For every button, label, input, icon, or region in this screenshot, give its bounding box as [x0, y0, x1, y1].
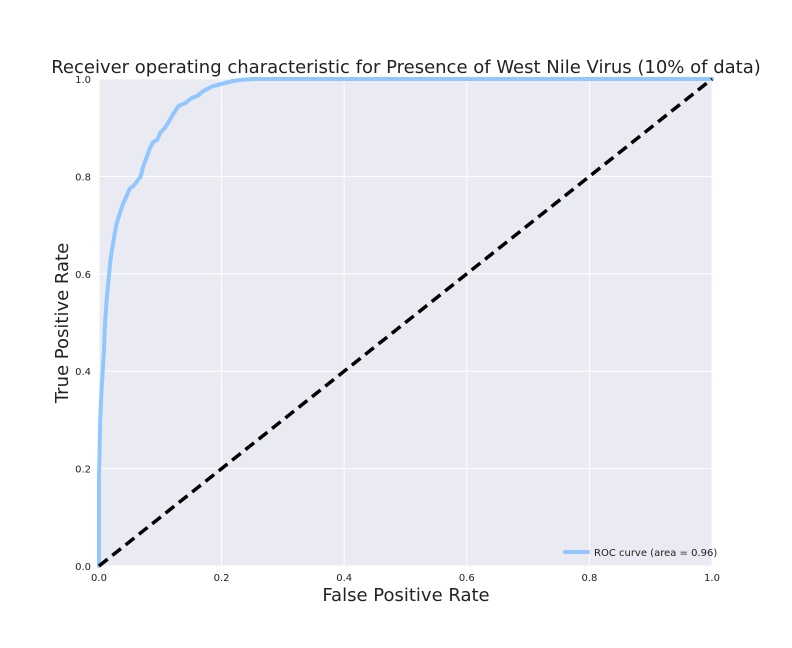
chart-title: Receiver operating characteristic for Pr… — [51, 57, 761, 78]
x-tick-label: 0.8 — [581, 573, 597, 584]
legend: ROC curve (area = 0.96) — [563, 548, 717, 559]
x-tick-label: 0.4 — [336, 573, 352, 584]
chance-diagonal-line — [97, 77, 714, 568]
y-tick-label: 1.0 — [75, 75, 91, 86]
x-axis-title: False Positive Rate — [322, 585, 489, 606]
y-axis-title: True Positive Rate — [52, 243, 73, 404]
series-layer — [97, 77, 714, 568]
y-tick-label: 0.2 — [75, 465, 91, 476]
x-tick-label: 1.0 — [704, 573, 720, 584]
y-tick-label: 0.8 — [75, 172, 91, 183]
y-tick-label: 0.6 — [75, 270, 91, 281]
x-tick-label: 0.2 — [214, 573, 230, 584]
y-tick-label: 0.0 — [75, 562, 91, 573]
y-tick-label: 0.4 — [75, 367, 91, 378]
x-tick-label: 0.0 — [91, 573, 107, 584]
tick-labels: 0.0 0.2 0.4 0.6 0.8 1.0 0.0 0.2 0.4 0.6 0.8 1.0 — [75, 75, 720, 584]
legend-label-roc-curve: ROC curve (area = 0.96) — [594, 548, 717, 559]
roc-curve-line — [97, 77, 714, 568]
x-tick-label: 0.6 — [459, 573, 475, 584]
